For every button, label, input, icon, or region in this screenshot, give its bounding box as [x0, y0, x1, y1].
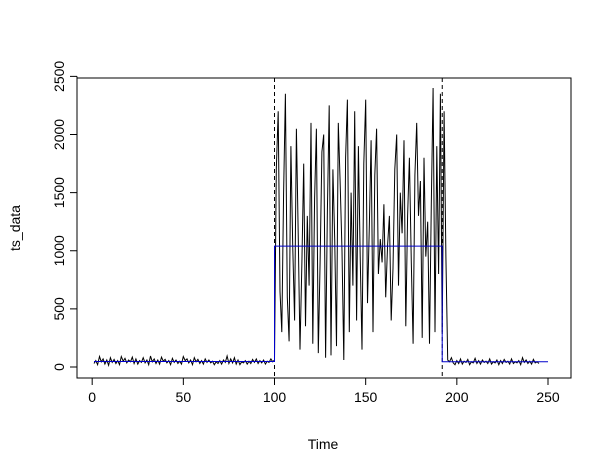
x-tick-label: 250: [536, 389, 560, 405]
y-axis: 0 500 1000 1500 2000 2500: [51, 61, 78, 371]
x-tick-label: 100: [263, 389, 287, 405]
chart-marks: [93, 78, 548, 378]
x-axis-title: Time: [308, 436, 339, 452]
y-tick-label: 0: [51, 363, 67, 371]
y-tick-label: 1000: [51, 235, 67, 266]
series-line: [93, 87, 540, 368]
x-tick-label: 50: [176, 389, 192, 405]
y-tick-label: 1500: [51, 177, 67, 208]
x-axis: 0 50 100 150 200 250: [88, 377, 560, 405]
y-tick-label: 2500: [51, 61, 67, 92]
y-tick-label: 2000: [51, 119, 67, 150]
y-axis-title: ts_data: [7, 205, 23, 251]
x-tick-label: 0: [88, 389, 96, 405]
y-tick-label: 500: [51, 297, 67, 321]
segment-mean-line: [94, 245, 548, 363]
x-tick-label: 200: [445, 389, 469, 405]
x-tick-label: 150: [354, 389, 378, 405]
